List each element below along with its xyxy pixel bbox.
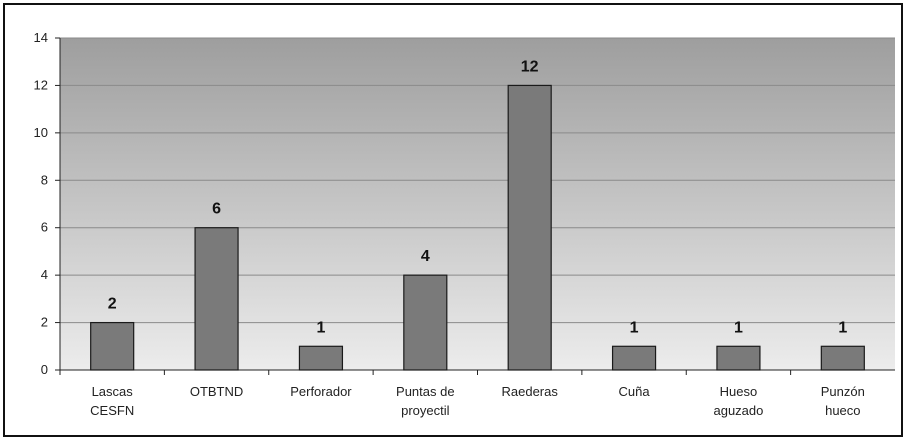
y-tick-label: 4: [41, 267, 48, 282]
category-label: Lascas: [92, 384, 134, 399]
data-label: 1: [734, 319, 743, 336]
data-label: 4: [421, 248, 430, 265]
bar: [611, 345, 657, 371]
y-tick-label: 2: [41, 315, 48, 330]
category-label: hueco: [825, 403, 860, 418]
bar: [90, 321, 135, 371]
y-tick-label: 12: [34, 77, 48, 92]
category-label: Punzón: [821, 384, 865, 399]
bar: [820, 345, 865, 371]
category-label: Perforador: [290, 384, 352, 399]
plot-area: [60, 38, 895, 370]
y-tick-label: 10: [34, 125, 48, 140]
bars: [90, 84, 865, 371]
category-label: aguzado: [713, 403, 763, 418]
category-label: proyectil: [401, 403, 450, 418]
category-label: Hueso: [720, 384, 758, 399]
bar: [507, 84, 552, 371]
y-tick-label: 0: [41, 362, 48, 377]
data-label: 2: [108, 296, 117, 313]
data-label: 6: [212, 201, 221, 218]
category-label: Puntas de: [396, 384, 455, 399]
category-label: OTBTND: [190, 384, 243, 399]
data-label: 12: [521, 58, 539, 75]
labels: 024681012142LascasCESFN6OTBTND1Perforado…: [34, 30, 865, 418]
bar: [716, 345, 761, 371]
bar: [298, 345, 344, 371]
data-label: 1: [316, 319, 325, 336]
data-label: 1: [838, 319, 847, 336]
y-tick-label: 14: [34, 30, 48, 45]
bar: [194, 227, 239, 371]
category-label: CESFN: [90, 403, 134, 418]
data-label: 1: [630, 319, 639, 336]
y-tick-label: 8: [41, 172, 48, 187]
category-label: Raederas: [502, 384, 559, 399]
y-tick-label: 6: [41, 220, 48, 235]
bar: [403, 274, 448, 371]
category-label: Cuña: [619, 384, 651, 399]
